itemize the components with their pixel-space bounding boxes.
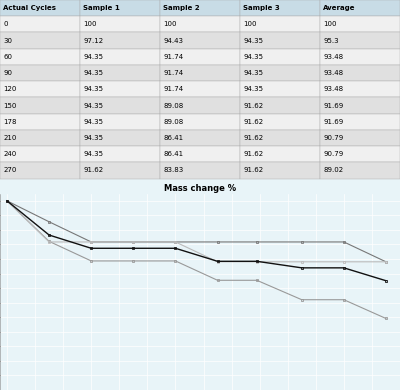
Title: Mass change %: Mass change % xyxy=(164,184,236,193)
